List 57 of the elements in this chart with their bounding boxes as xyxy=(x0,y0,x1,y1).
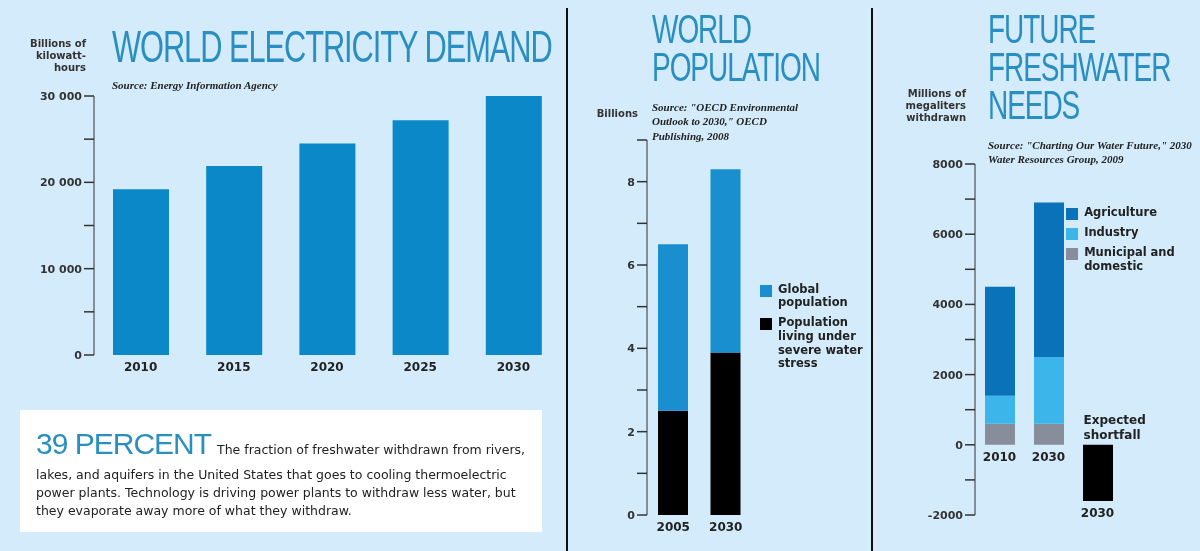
legend-label: Municipal and domestic xyxy=(1084,245,1176,274)
x-tick-label: 2030 xyxy=(1080,505,1115,520)
y-tick-label: 4 xyxy=(627,342,636,356)
bar xyxy=(113,189,169,355)
y-tick-label: 0 xyxy=(627,508,636,522)
chart-title: FUTURE FRESHWATER NEEDS xyxy=(988,7,1171,127)
bar xyxy=(392,120,449,355)
bar xyxy=(206,165,263,355)
bar xyxy=(985,286,1015,396)
bar xyxy=(1083,444,1113,501)
x-tick-label: 2025 xyxy=(403,360,437,374)
bar xyxy=(299,143,356,355)
annotation: Source: "OECD Environmental Outlook to 2030," OECD Publishing, 2008 xyxy=(652,100,800,143)
y-tick-label: 10 000 xyxy=(39,262,83,276)
legend-label: Global population xyxy=(778,281,849,311)
y-axis-title: Billions of kilowatt-hours xyxy=(29,38,86,74)
y-axis-title: Billions xyxy=(595,108,638,120)
y-tick-label: -2000 xyxy=(927,508,964,522)
y-tick-label: 4000 xyxy=(932,298,964,312)
text: 39 PERCENT xyxy=(36,427,212,460)
source-note: Source: Energy Information Agency xyxy=(112,78,279,93)
series-label: Expected shortfall xyxy=(1083,412,1146,442)
y-tick-label: 8 xyxy=(627,175,635,189)
y-axis-title: Millions of megaliters withdrawn xyxy=(904,88,966,124)
x-tick-label: 2010 xyxy=(982,449,1017,464)
y-tick-label: 0 xyxy=(74,348,83,362)
bar xyxy=(710,352,741,515)
x-tick-label: 2020 xyxy=(310,360,344,374)
x-tick-label: 2015 xyxy=(217,360,251,374)
x-tick-label: 2030 xyxy=(496,360,531,374)
bar xyxy=(658,410,688,515)
x-tick-label: 2010 xyxy=(123,360,158,374)
annotation: Source: "Charting Our Water Future," 2030 Water Resources Group, 2009 xyxy=(988,138,1193,167)
bar xyxy=(985,395,1015,424)
x-tick-label: 2030 xyxy=(709,520,743,534)
y-tick-label: 30 000 xyxy=(39,89,83,103)
y-tick-label: 0 xyxy=(955,438,964,452)
y-tick-label: 6 xyxy=(627,258,636,272)
x-tick-label: 2030 xyxy=(1031,449,1066,464)
bar xyxy=(1034,423,1064,445)
y-tick-label: 20 000 xyxy=(39,176,83,190)
y-tick-label: 2000 xyxy=(932,368,964,382)
chart-title: WORLD ELECTRICITY DEMAND xyxy=(112,22,553,71)
y-tick-label: 6000 xyxy=(932,228,964,242)
x-tick-label: 2005 xyxy=(656,520,690,534)
y-tick-label: 8000 xyxy=(932,157,964,171)
bar xyxy=(658,244,688,411)
bar xyxy=(1034,202,1064,358)
bar xyxy=(1034,357,1064,424)
bar xyxy=(710,169,741,353)
chart-title: WORLD POPULATION xyxy=(652,7,820,89)
bar xyxy=(985,423,1015,445)
legend-label: Agriculture xyxy=(1084,205,1157,220)
legend-label: Industry xyxy=(1084,225,1139,240)
bar xyxy=(485,96,542,355)
legend-label: Population living under severe water stress xyxy=(778,315,864,372)
y-tick-label: 2 xyxy=(627,425,635,439)
